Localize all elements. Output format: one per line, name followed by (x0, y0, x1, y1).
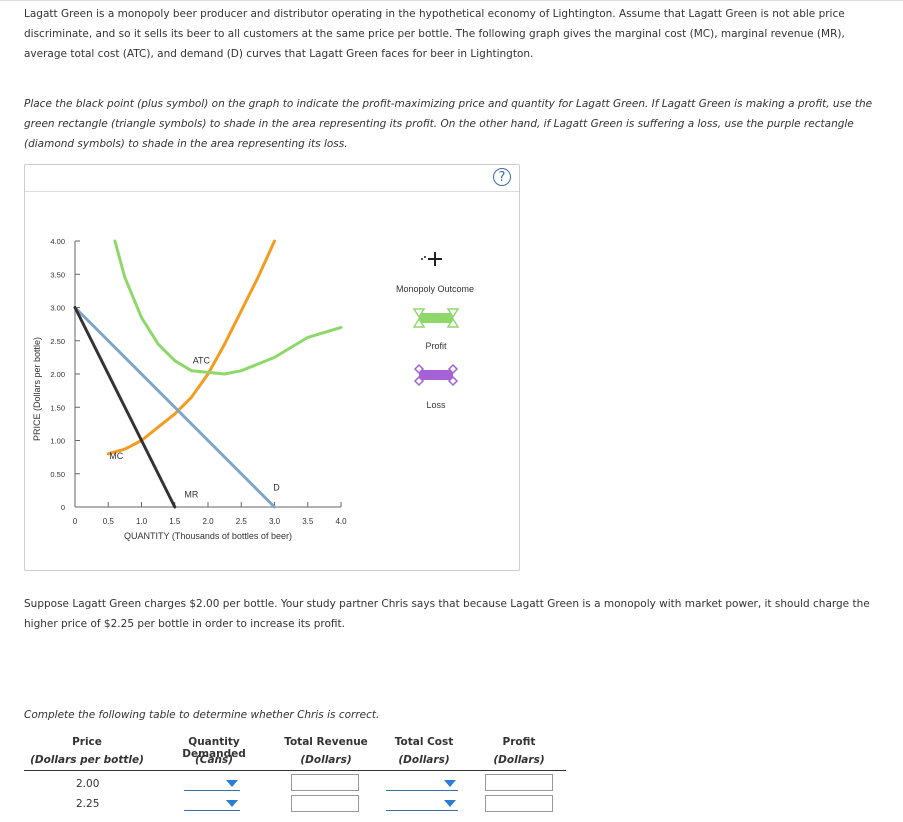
mc-label: MC (109, 451, 123, 461)
profit-rectangle-tool[interactable] (412, 308, 460, 328)
diamond-icon (413, 363, 425, 375)
d-label: D (273, 483, 280, 493)
header-quantity: Quantity Demanded (182, 736, 246, 760)
y-tick-label: 2.50 (50, 337, 65, 346)
header-price-unit: (Dollars per bottle) (30, 754, 144, 766)
x-tick-label: 2.0 (202, 517, 214, 526)
chevron-down-icon (226, 800, 238, 807)
monopoly-outcome-label: Monopoly Outcome (396, 284, 474, 294)
intro-text: Lagatt Green is a monopoly beer producer… (24, 8, 845, 60)
total-cost-dropdown[interactable] (386, 796, 458, 811)
y-tick-label: 2.00 (50, 370, 65, 379)
atc-label: ATC (193, 355, 211, 365)
instructions-text: Place the black point (plus symbol) on t… (24, 98, 873, 150)
x-tick-label: 4.0 (335, 517, 347, 526)
chevron-down-icon (226, 780, 238, 787)
monopoly-outcome-tool[interactable] (421, 252, 442, 266)
graph-panel[interactable]: ? 0 0.5 1.0 1.5 2.0 2.5 3.0 3.5 4.0 0 0.50 1.00 1.50… (24, 164, 520, 571)
header-revenue: Total Revenue (284, 736, 368, 748)
y-tick-label: 3.00 (50, 304, 65, 313)
chart-svg[interactable]: 0 0.5 1.0 1.5 2.0 2.5 3.0 3.5 4.000.501.001.502.… (25, 191, 519, 571)
question-text: Suppose Lagatt Green charges $2.00 per b… (24, 598, 870, 630)
x-tick-label: 3.0 (269, 517, 281, 526)
diamond-icon (447, 363, 459, 375)
profit-input[interactable] (485, 774, 553, 791)
quantity-dropdown[interactable] (184, 796, 240, 811)
profit-label: Profit (425, 341, 447, 351)
profit-rect-swatch (419, 313, 453, 323)
table-intro-text: Complete the following table to determin… (24, 709, 380, 721)
mc-curve (106, 239, 276, 456)
header-revenue-unit: (Dollars) (300, 754, 352, 766)
d-curve (73, 306, 276, 509)
x-tick-label: 1.5 (169, 517, 181, 526)
total-cost-dropdown[interactable] (386, 776, 458, 791)
header-total-cost-unit: (Dollars) (398, 754, 450, 766)
x-axis-label: QUANTITY (Thousands of bottles of beer) (124, 531, 292, 541)
help-icon[interactable]: ? (493, 168, 511, 186)
x-tick-label: 2.5 (236, 517, 248, 526)
header-divider (24, 770, 566, 771)
header-profit: Profit (502, 736, 536, 748)
mr-curve (73, 306, 177, 509)
y-tick-label: 4.00 (50, 237, 65, 246)
top-divider (0, 0, 903, 1)
y-axis-label: PRICE (Dollars per bottle) (32, 337, 42, 441)
profit-input[interactable] (485, 795, 553, 812)
header-profit-unit: (Dollars) (493, 754, 545, 766)
y-tick-label: 1.50 (50, 403, 65, 412)
diamond-icon (413, 375, 425, 387)
quantity-dropdown[interactable] (184, 776, 240, 791)
triangle-icon (446, 308, 460, 319)
y-tick-label: 3.50 (50, 270, 65, 279)
mr-label: MR (184, 489, 198, 499)
x-tick-label: 3.5 (302, 517, 314, 526)
diamond-icon (447, 375, 459, 387)
tool-palette: Monopoly Outcome Profit Loss (396, 252, 474, 410)
y-tick-label: 0.50 (50, 470, 65, 479)
triangle-icon (412, 317, 426, 328)
chevron-down-icon (444, 780, 456, 787)
triangle-icon (412, 308, 426, 319)
price-cell: 2.00 (76, 778, 100, 790)
total-revenue-input[interactable] (291, 795, 359, 812)
x-tick-label: 0 (73, 517, 78, 526)
atc-curve (113, 239, 343, 376)
header-quantity-unit: (Cans) (194, 754, 234, 766)
header-total-cost: Total Cost (394, 736, 454, 748)
graph-header: ? (25, 165, 519, 192)
x-tick-label: 0.5 (103, 517, 115, 526)
loss-rectangle-tool[interactable] (413, 363, 459, 387)
chevron-down-icon (444, 800, 456, 807)
price-cell: 2.25 (76, 798, 100, 810)
triangle-icon (446, 317, 460, 328)
y-tick-label: 0 (61, 503, 65, 512)
header-price: Price (72, 736, 102, 748)
x-tick-label: 1.0 (136, 517, 148, 526)
loss-rect-swatch (419, 370, 453, 380)
y-tick-label: 1.00 (50, 437, 65, 446)
loss-label: Loss (426, 400, 446, 410)
total-revenue-input[interactable] (291, 774, 359, 791)
